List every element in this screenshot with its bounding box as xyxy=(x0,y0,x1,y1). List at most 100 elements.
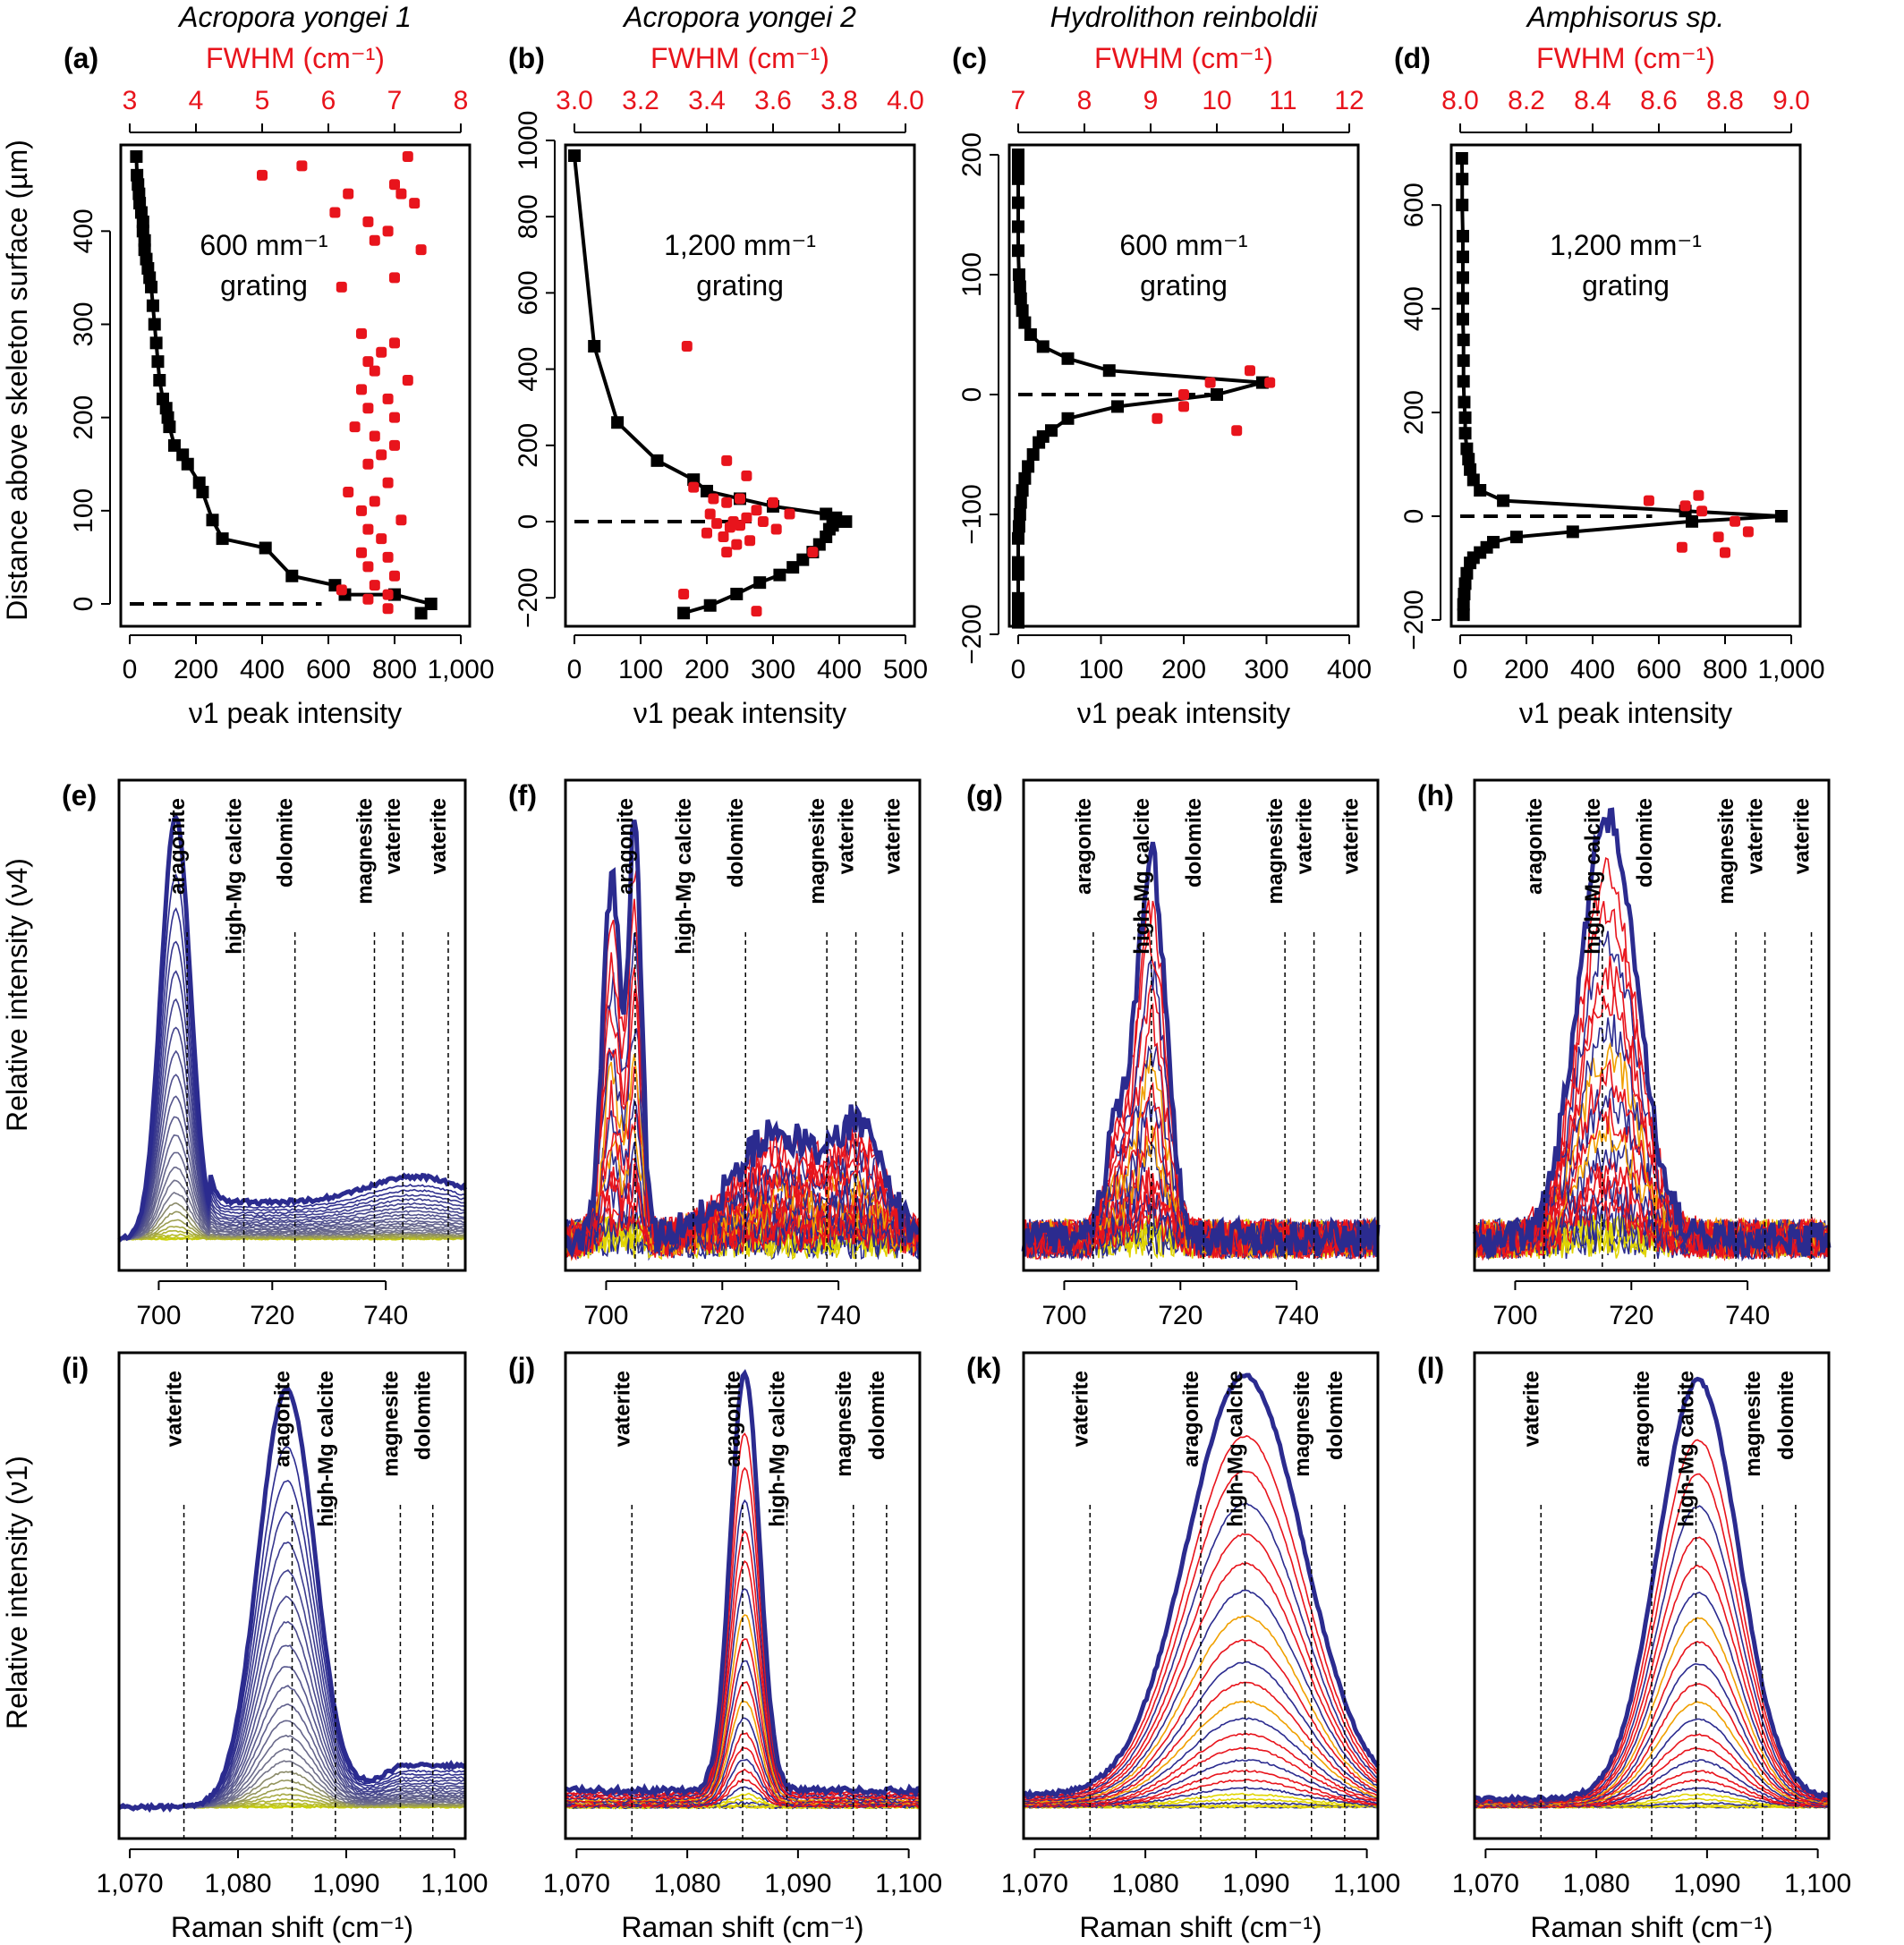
intensity-point xyxy=(1014,292,1027,305)
mineral-marker-label: dolomite xyxy=(1323,1371,1347,1460)
fwhm-point xyxy=(382,603,394,615)
panel-letter: (d) xyxy=(1394,42,1431,74)
fwhm-point xyxy=(735,493,745,505)
intensity-point xyxy=(1045,424,1058,437)
x-axis-label: ν1 peak intensity xyxy=(1519,697,1732,729)
fwhm-point xyxy=(1643,495,1654,506)
spectrum-line xyxy=(1023,958,1379,1261)
intensity-point xyxy=(1012,268,1025,281)
fwhm-point xyxy=(1730,515,1741,527)
mineral-marker-label: dolomite xyxy=(274,798,298,888)
panel-letter: (i) xyxy=(62,1352,89,1384)
intensity-point xyxy=(1012,520,1025,533)
fwhm-point xyxy=(1245,365,1255,377)
top-tick-label: 9 xyxy=(1143,86,1159,115)
fwhm-point xyxy=(369,430,380,442)
intensity-point xyxy=(1456,312,1469,326)
x-tick-label: 200 xyxy=(684,655,729,684)
x-tick-label: 400 xyxy=(1327,655,1372,684)
intensity-point xyxy=(1013,508,1026,521)
intensity-point xyxy=(1686,514,1698,528)
intensity-point xyxy=(1456,292,1469,305)
y-label-bot: Relative intensity (ν1) xyxy=(1,1456,33,1729)
intensity-point xyxy=(153,374,166,386)
surface-spectrum-line xyxy=(564,1369,921,1799)
intensity-point xyxy=(414,607,428,620)
intensity-point xyxy=(1013,280,1026,293)
intensity-point xyxy=(1014,496,1027,509)
y-tick-label: 800 xyxy=(514,194,543,239)
intensity-point xyxy=(146,299,159,312)
panel-letter: (f) xyxy=(508,779,537,811)
x-tick-label: 1,000 xyxy=(1757,655,1824,684)
plot-frame xyxy=(1022,778,1380,1272)
fwhm-point xyxy=(356,547,367,558)
intensity-point xyxy=(1458,577,1472,590)
mineral-marker-label: aragonite xyxy=(166,798,190,895)
x-axis: 1,070 1,080 1,090 1,100 xyxy=(543,1848,942,1898)
intensity-point xyxy=(216,532,229,546)
mineral-marker-label: aragonite xyxy=(614,798,638,895)
spectrum-line xyxy=(118,1166,466,1240)
panel-k: (k) vaterite aragonite high-Mg calcite magne… xyxy=(966,1351,1400,1943)
spectrum-line xyxy=(118,940,465,1240)
x-tick-label: 100 xyxy=(1078,655,1123,684)
mineral-marker-label: dolomite xyxy=(1633,798,1657,888)
panel-title: Hydrolithon reinboldii xyxy=(1050,1,1319,33)
intensity-point xyxy=(1474,484,1487,497)
mineral-marker-label: high-Mg calcite xyxy=(1224,1371,1248,1527)
mineral-marker-label: high-Mg calcite xyxy=(766,1371,790,1527)
x-axis: 0 100 200 300 400 500 xyxy=(567,634,928,684)
intensity-point xyxy=(1456,271,1469,285)
fwhm-point xyxy=(731,539,743,550)
x-axis-label: Raman shift (cm⁻¹) xyxy=(1079,1911,1322,1943)
fwhm-point xyxy=(807,547,819,558)
fwhm-point xyxy=(721,454,733,466)
x-axis-label: Raman shift (cm⁻¹) xyxy=(621,1911,863,1943)
fwhm-point xyxy=(768,497,778,508)
y-tick-label: −200 xyxy=(957,604,987,665)
mineral-marker-label: vaterite xyxy=(427,798,451,874)
intensity-point xyxy=(1487,535,1500,548)
intensity-point xyxy=(1012,568,1024,581)
y-tick-label: 0 xyxy=(957,387,987,403)
top-tick-label: 11 xyxy=(1269,86,1296,115)
intensity-point xyxy=(786,561,800,574)
x-tick-label: 1,100 xyxy=(421,1869,488,1898)
intensity-point xyxy=(157,392,169,405)
panel-d: Amphisorus sp. (d) FWHM (cm⁻¹) ν1 peak inte… xyxy=(1394,1,1825,729)
mineral-marker-label: magnesite xyxy=(832,1371,856,1477)
top-axis-label: FWHM (cm⁻¹) xyxy=(650,42,829,74)
top-tick-label: 9.0 xyxy=(1772,86,1810,115)
top-tick-label: 8.0 xyxy=(1441,86,1479,115)
surface-spectrum-line xyxy=(117,1386,467,1813)
x-tick-label: 1,080 xyxy=(1112,1869,1179,1898)
fwhm-point xyxy=(369,365,380,377)
x-axis-label: Raman shift (cm⁻¹) xyxy=(1530,1911,1772,1943)
x-axis: 0 200 400 600 800 1,000 xyxy=(1453,634,1825,684)
fwhm-point xyxy=(382,393,394,404)
spectrum-line xyxy=(118,970,466,1240)
intensity-point xyxy=(820,507,833,521)
intensity-point xyxy=(1458,587,1471,600)
panel-letter: (a) xyxy=(64,42,98,74)
intensity-point xyxy=(1458,411,1472,424)
intensity-point xyxy=(285,569,299,582)
x-tick-label: 0 xyxy=(123,655,138,684)
panel-g: (g) aragonite high-Mg calcite dolomite magne… xyxy=(966,778,1381,1330)
y-axis: −200 0 200 400 600 xyxy=(1399,183,1441,650)
grating-annotation: grating xyxy=(1582,269,1670,302)
fwhm-point xyxy=(741,512,752,523)
fwhm-point xyxy=(369,234,380,246)
mineral-marker-label: vaterite xyxy=(381,798,405,874)
intensity-point xyxy=(829,511,843,524)
intensity-point xyxy=(1460,442,1474,455)
grating-annotation: grating xyxy=(1140,269,1228,302)
mineral-marker-label: aragonite xyxy=(1179,1371,1203,1467)
x-tick-label: 1,080 xyxy=(654,1869,721,1898)
plot-frame xyxy=(564,778,922,1272)
panel-b: Acropora yongei 2 (b) FWHM (cm⁻¹) ν1 peak i… xyxy=(508,1,928,729)
x-tick-label: 0 xyxy=(1453,655,1468,684)
panel-letter: (c) xyxy=(952,42,987,74)
panel-letter: (k) xyxy=(966,1352,1001,1384)
